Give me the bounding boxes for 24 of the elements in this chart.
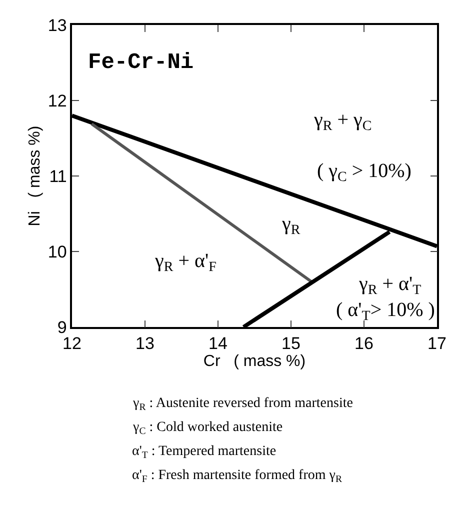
annotation: ( γ$_{C}$ > 10%) — [317, 160, 412, 186]
text: γ$_{C}$ : Cold worked austenite — [132, 420, 283, 437]
x-axis-title: Cr ( mass %) — [203, 353, 306, 370]
x-tick-label: 12 — [62, 334, 82, 354]
y-tick-label: 11 — [49, 166, 67, 186]
annotation: γ$_{R}$ + γ$_{C}$ — [313, 109, 372, 134]
y-tick-label: 9 — [57, 318, 67, 337]
annotation: γ$_{R}$ + α'$_{F}$ — [154, 250, 217, 276]
y-axis-title: Ni ( mass %) — [26, 126, 44, 226]
x-tick-label: 17 — [428, 334, 446, 354]
y-tick-label: 10 — [48, 242, 67, 262]
annotation: ( α'$_{T}$> 10% ) — [336, 299, 435, 324]
text: α'$_{T}$ : Tempered martensite — [132, 444, 276, 461]
y-tick-label: 13 — [48, 16, 67, 35]
x-tick-label: 16 — [354, 334, 374, 354]
x-tick-label: 15 — [282, 334, 300, 354]
x-tick-label: 14 — [208, 334, 228, 354]
text: α'$_{F}$ : Fresh martensite formed from γ$_{R}$ — [132, 468, 342, 485]
y-tick-label: 12 — [48, 91, 67, 110]
annotation: γ$_{R}$ — [281, 213, 301, 238]
annotation: γ$_{R}$ + α'$_{T}$ — [358, 273, 422, 298]
text: γ$_{R}$ : Austenite reversed from martensite — [132, 396, 353, 413]
annotation: Fe-Cr-Ni — [88, 50, 194, 75]
x-tick-label: 13 — [136, 334, 154, 354]
